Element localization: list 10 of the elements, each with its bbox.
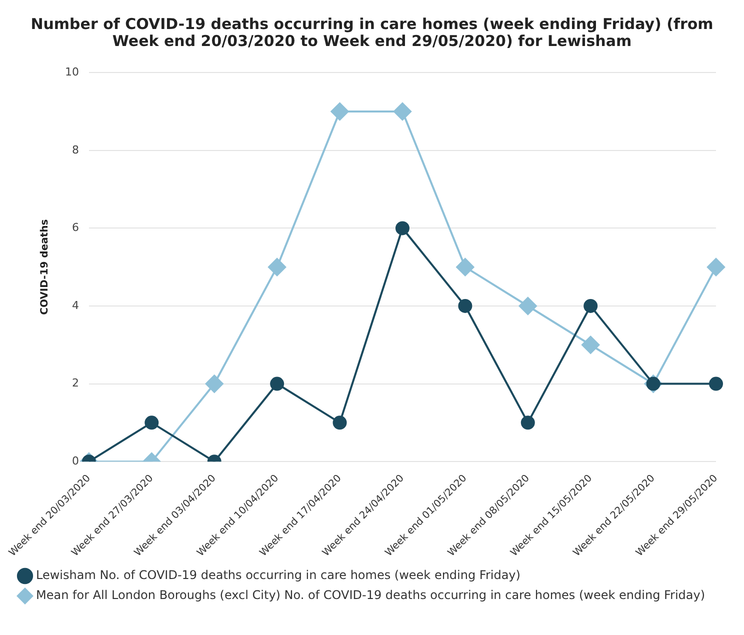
legend-label: Lewisham No. of COVID-19 deaths occurring in care homes (week ending Friday) — [36, 568, 520, 582]
chart-title: Number of COVID-19 deaths occurring in care homes (week ending Friday) (from Week end 20/03/2020 to Week end 29/05/2020) for Lewisham — [30, 14, 714, 52]
y-tick-label: 6 — [72, 221, 79, 234]
y-tick-label: 8 — [72, 143, 79, 156]
y-tick-label: 2 — [72, 376, 79, 390]
y-tick-label: 0 — [72, 454, 79, 468]
y-tick-label: 10 — [64, 65, 79, 78]
y-tick-label: 4 — [72, 298, 79, 312]
y-axis-title: COVID-19 deaths — [40, 219, 51, 315]
legend-label: Mean for All London Boroughs (excl City) No. of COVID-19 deaths occurring in care homes (week ending Friday) — [36, 588, 706, 602]
